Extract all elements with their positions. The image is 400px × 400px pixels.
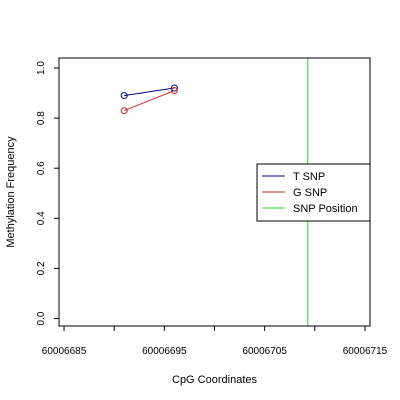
data-point: [170, 87, 178, 95]
x-tick-label: 60006705: [242, 346, 287, 357]
legend-label: T SNP: [293, 171, 325, 183]
y-tick-label: 0.6: [36, 161, 47, 175]
y-axis: 0.0 0.2 0.4 0.6 0.8 1.0: [36, 61, 60, 325]
x-axis-label: CpG Coordinates: [172, 374, 257, 386]
y-tick-label: 0.4: [36, 211, 47, 225]
x-tick-label: 60006715: [343, 346, 388, 357]
x-tick-label: 60006695: [142, 346, 187, 357]
x-axis: 60006685 60006695 60006705 60006715: [42, 325, 388, 357]
y-axis-label: Methylation Frequency: [5, 136, 17, 248]
y-tick-label: 0.2: [36, 261, 47, 275]
series-line: [124, 87, 175, 97]
data-point: [120, 92, 128, 100]
y-tick-label: 0.8: [36, 111, 47, 125]
y-tick-label: 1.0: [36, 61, 47, 75]
y-tick-label: 0.0: [36, 311, 47, 325]
legend-label: SNP Position: [293, 203, 358, 215]
x-tick-label: 60006685: [42, 346, 87, 357]
series-line: [124, 90, 175, 112]
data-point: [120, 107, 128, 115]
legend: T SNP G SNP SNP Position: [256, 163, 371, 222]
legend-label: G SNP: [293, 187, 327, 199]
